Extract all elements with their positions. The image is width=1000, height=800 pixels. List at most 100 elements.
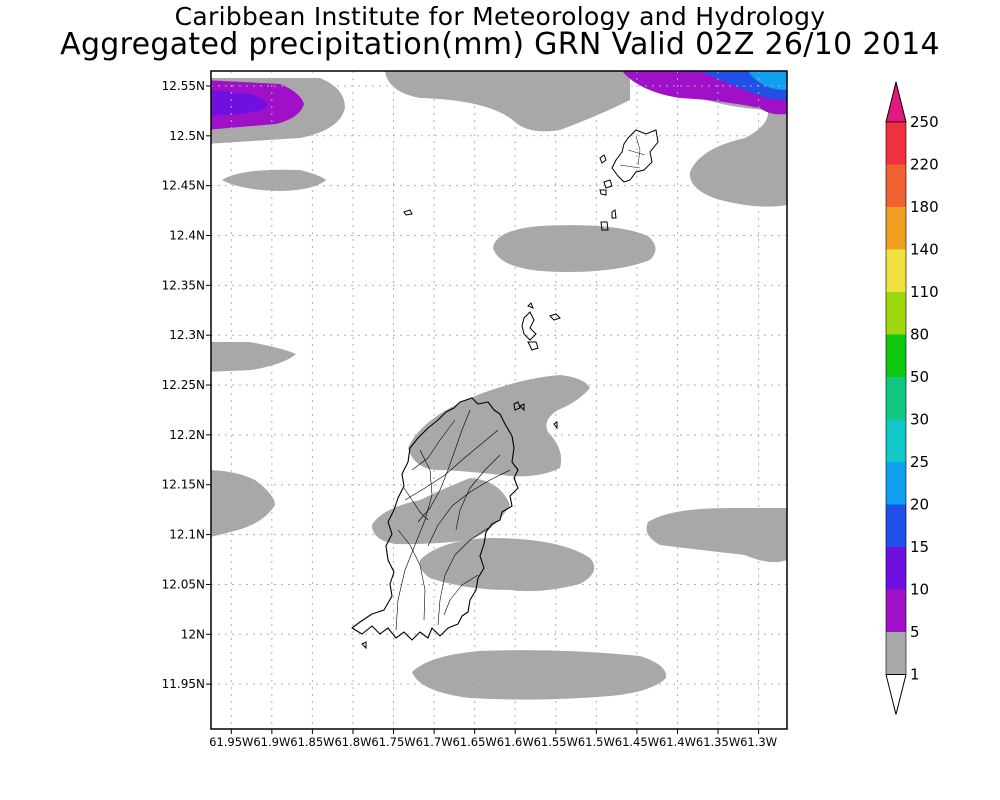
grenada-river-10 <box>403 487 429 521</box>
legend-label: 20 <box>910 496 929 514</box>
legend-arrow-top <box>885 81 907 123</box>
islet-b <box>599 189 607 196</box>
lon-tick-label: 61.45W <box>615 735 659 749</box>
legend-label: 140 <box>910 241 939 259</box>
lon-tick-label: 61.4W <box>659 735 696 749</box>
rain-area-left-12-15 <box>211 470 275 537</box>
legend-swatch <box>886 207 906 250</box>
ronde-island <box>521 311 537 341</box>
chart-subtitle: Aggregated precipitation(mm) GRN Valid 0… <box>60 27 940 62</box>
islet-j <box>553 421 558 430</box>
chart-title: Caribbean Institute for Meteorology and … <box>174 2 826 31</box>
legend-swatch <box>886 589 906 632</box>
islet-a <box>603 179 613 189</box>
legend-swatch <box>886 504 906 547</box>
legend-swatch <box>886 292 906 335</box>
legend-swatch <box>886 632 906 675</box>
lat-tick-label: 12N <box>181 627 205 641</box>
lon-tick-label: 61.6W <box>497 735 534 749</box>
lon-tick-label: 61.65W <box>453 735 497 749</box>
lat-tick-label: 12.3N <box>169 328 205 342</box>
map-frame <box>210 70 788 730</box>
legend-label: 25 <box>910 453 929 471</box>
lat-tick-label: 12.35N <box>162 278 205 292</box>
lon-tick-label: 61.85W <box>290 735 334 749</box>
rain-area-island-north <box>408 375 590 477</box>
rain-area-lat-12-45 <box>222 169 326 191</box>
petite-martinique-islet <box>599 154 607 164</box>
legend-label: 50 <box>910 368 929 386</box>
grenada-main-island <box>351 397 519 641</box>
islet-h <box>513 401 521 411</box>
legend-swatch <box>886 249 906 292</box>
carriacou-island <box>611 129 659 183</box>
precipitation-contours <box>211 71 787 700</box>
grenada-river-5 <box>443 574 479 616</box>
legend-label: 5 <box>910 623 920 641</box>
legend-swatch <box>886 334 906 377</box>
legend-swatch <box>886 419 906 462</box>
grenada-river-2 <box>404 429 499 501</box>
islet-c <box>611 209 617 219</box>
grenada-river-6 <box>395 449 433 631</box>
legend-swatch <box>886 122 906 165</box>
lat-tick-label: 11.95N <box>162 677 205 691</box>
islet-i <box>519 403 525 412</box>
islet-f <box>527 302 534 309</box>
grenada-river-3 <box>427 469 511 547</box>
lon-tick-label: 61.9W <box>253 735 290 749</box>
rain-area-top-center <box>385 71 630 132</box>
legend-label: 30 <box>910 411 929 429</box>
grenadines-islands <box>361 129 659 650</box>
lat-tick-label: 12.5N <box>169 129 205 143</box>
grenada-river-9 <box>455 454 501 531</box>
grenada-coastline <box>351 397 519 641</box>
legend-label: 1 <box>910 666 920 684</box>
islet-k <box>361 641 367 650</box>
islet-d <box>600 221 609 231</box>
legend-arrow-bottom <box>885 674 907 715</box>
map-axes: 12.55N 12.5N 12.45N 12.4N 12.35N 12.3N 12.25N 1… <box>162 79 777 749</box>
lat-tick-label: 12.1N <box>169 528 205 542</box>
lat-tick-label: 12.15N <box>162 478 205 492</box>
lon-tick-label: 61.35W <box>696 735 740 749</box>
grenada-river-8 <box>397 529 426 621</box>
islet-g <box>549 313 561 321</box>
islet-e <box>403 209 413 216</box>
grenada-river-7 <box>411 419 456 471</box>
carriacou-lines <box>619 135 646 169</box>
lat-tick-label: 12.25N <box>162 378 205 392</box>
lat-tick-label: 12.45N <box>162 179 205 193</box>
rain-area-lat-11-96 <box>412 650 667 700</box>
lon-tick-label: 61.95W <box>209 735 253 749</box>
caille-island <box>527 341 539 351</box>
lon-tick-label: 61.55W <box>534 735 578 749</box>
rain-area-left-12-28 <box>211 342 296 372</box>
lat-tick-label: 12.55N <box>162 79 205 93</box>
lat-tick-label: 12.05N <box>162 577 205 591</box>
legend-label: 15 <box>910 538 929 556</box>
legend-label: 110 <box>910 283 939 301</box>
legend-label: 250 <box>910 113 939 131</box>
legend-swatch <box>886 462 906 505</box>
legend-swatch <box>886 377 906 420</box>
lon-tick-label: 61.3W <box>740 735 777 749</box>
rain-area-island-center <box>372 478 510 545</box>
legend-swatch <box>886 547 906 590</box>
grenada-river-4 <box>437 527 489 626</box>
grenada-river-1 <box>417 409 471 523</box>
lon-tick-label: 61.7W <box>416 735 453 749</box>
rain-area-lat-12-4 <box>493 225 656 272</box>
rain-core-top-right-20mm <box>748 71 787 90</box>
legend-label: 10 <box>910 581 929 599</box>
rain-area-island-south <box>419 538 595 592</box>
legend-label: 180 <box>910 198 939 216</box>
lat-tick-label: 12.4N <box>169 229 205 243</box>
legend-label: 80 <box>910 326 929 344</box>
legend-label: 220 <box>910 156 939 174</box>
lon-tick-label: 61.5W <box>578 735 615 749</box>
lon-tick-label: 61.8W <box>334 735 371 749</box>
legend-swatch <box>886 164 906 207</box>
